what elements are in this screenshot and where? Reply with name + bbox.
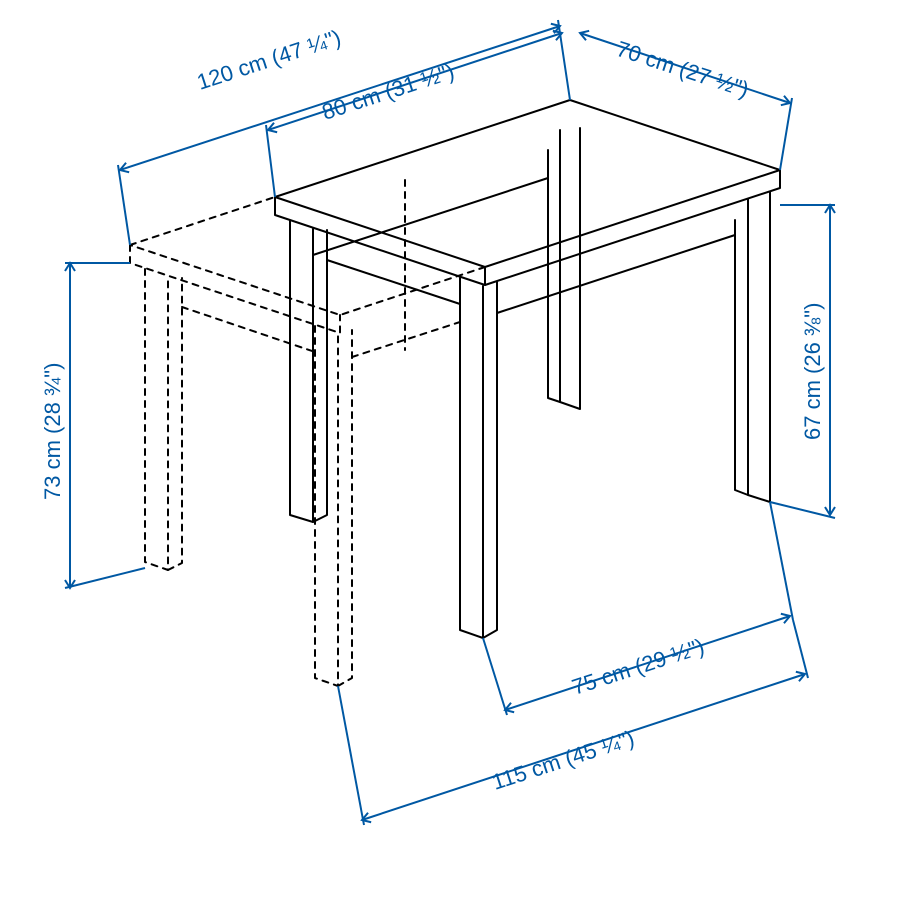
label-120: 120 cm (47 ¼") <box>194 25 344 95</box>
dimension-diagram: 120 cm (47 ¼") 80 cm (31 ½") 70 cm (27 ½… <box>0 0 900 900</box>
label-67: 67 cm (26 ⅜") <box>800 303 825 440</box>
label-80: 80 cm (31 ½") <box>319 59 457 125</box>
dimensions <box>65 20 835 825</box>
label-75: 75 cm (29 ½") <box>569 634 707 700</box>
dimension-labels: 120 cm (47 ¼") 80 cm (31 ½") 70 cm (27 ½… <box>40 25 825 795</box>
label-73: 73 cm (28 ¾") <box>40 363 65 500</box>
table-extended-dashed <box>130 180 485 686</box>
label-115: 115 cm (45 ¼") <box>489 725 638 795</box>
label-70: 70 cm (27 ½") <box>613 36 751 102</box>
table-solid <box>275 100 780 638</box>
